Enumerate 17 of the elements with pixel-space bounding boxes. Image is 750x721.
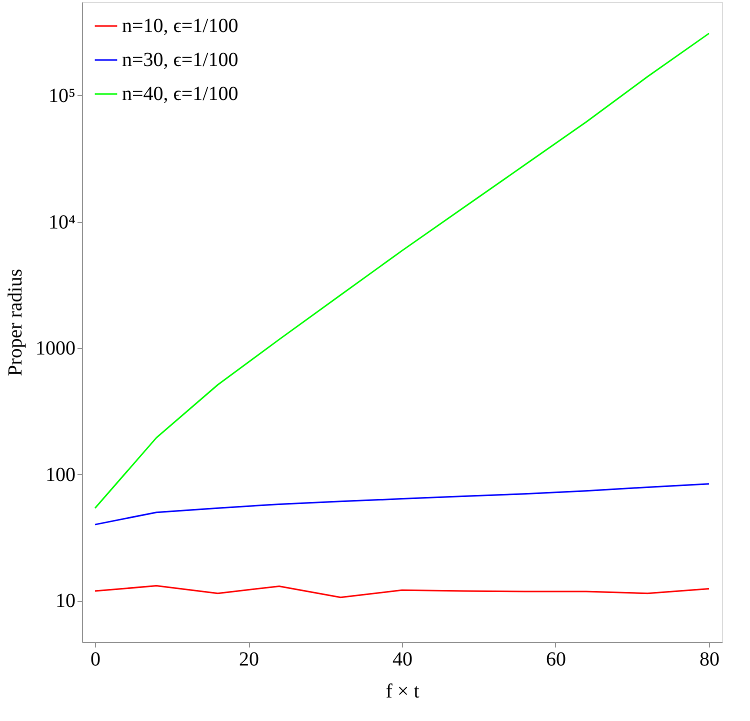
x-axis-title: f × t xyxy=(386,680,420,702)
y-tick-label: 1000 xyxy=(36,338,76,360)
x-tick-label: 0 xyxy=(90,648,101,670)
x-tick-label: 40 xyxy=(392,648,412,670)
x-tick-label: 60 xyxy=(546,648,566,670)
y-tick-label: 10⁵ xyxy=(48,84,76,107)
y-tick-label: 10 xyxy=(56,590,76,612)
y-tick-label: 10⁴ xyxy=(48,211,76,234)
legend-label: n=10, ϵ=1/100 xyxy=(122,15,238,37)
x-tick-label: 20 xyxy=(239,648,260,670)
y-axis-title: Proper radius xyxy=(4,268,26,376)
legend-label: n=30, ϵ=1/100 xyxy=(122,49,238,71)
x-tick-label: 80 xyxy=(699,648,720,670)
line-series xyxy=(94,483,710,526)
line-series xyxy=(94,585,710,598)
y-tick-label: 100 xyxy=(46,464,76,486)
legend-label: n=40, ϵ=1/100 xyxy=(122,83,238,105)
